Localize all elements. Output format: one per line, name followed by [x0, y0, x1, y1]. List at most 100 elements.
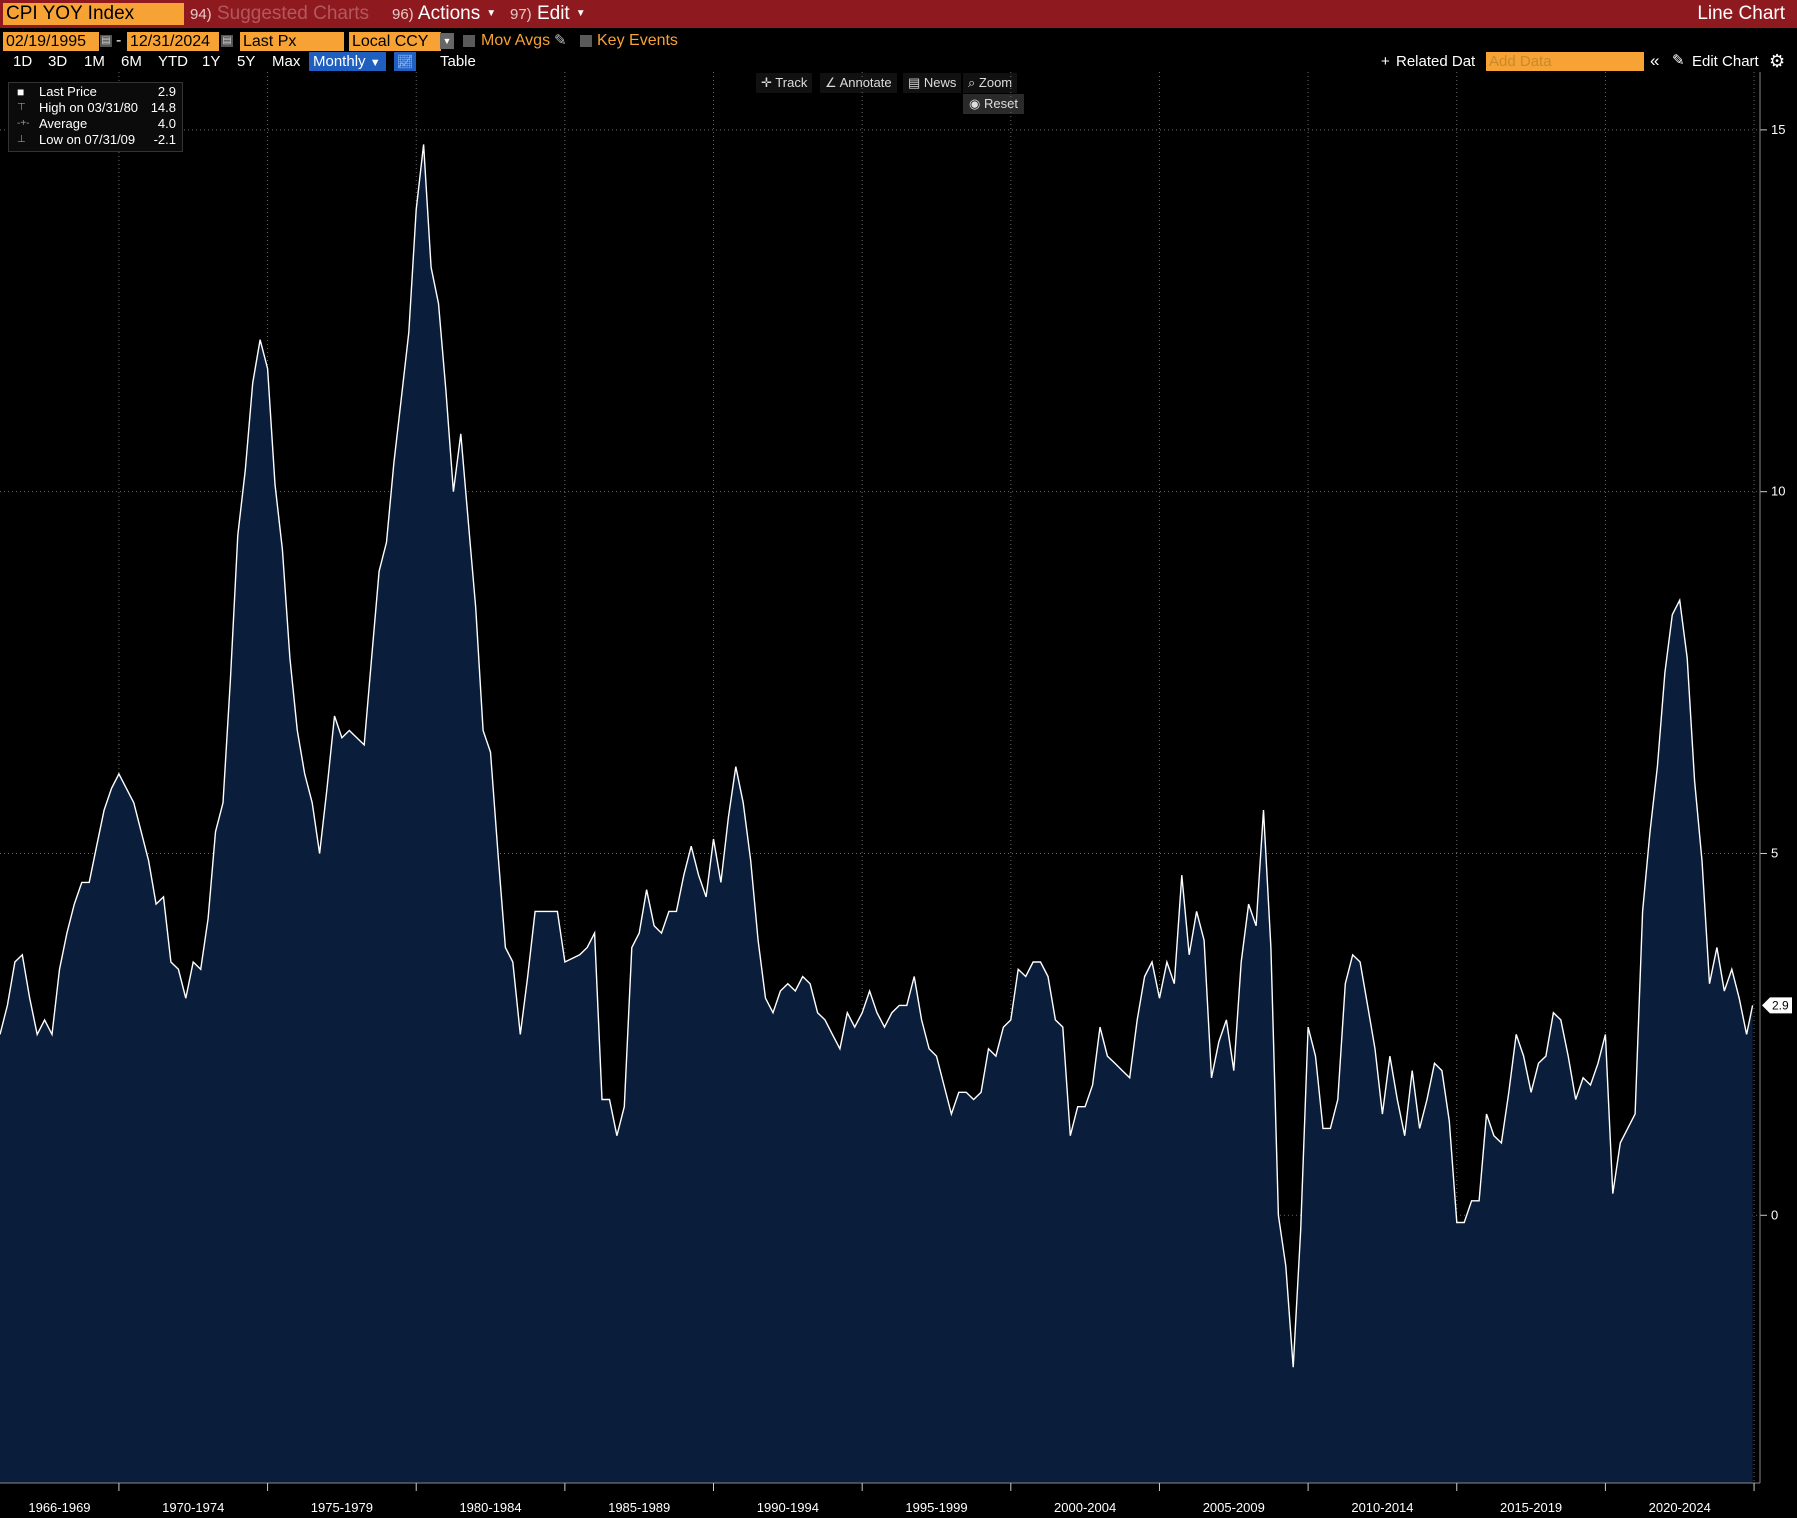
news-label: News [923, 75, 957, 90]
y-tick-label: 0 [1771, 1207, 1778, 1222]
mov-avgs-checkbox[interactable] [463, 35, 475, 47]
zoom-tool[interactable]: ⌕ Zoom [963, 73, 1018, 93]
line-chart-icon[interactable]: 📈︎ [394, 52, 416, 71]
add-data-input[interactable]: Add Data [1486, 52, 1644, 71]
chevron-down-icon: ▼ [486, 8, 497, 19]
edit-menu[interactable]: 97) Edit ▼ [510, 0, 586, 28]
security-field[interactable]: CPI YOY Index [3, 3, 184, 25]
chevron-down-icon: ▼ [575, 8, 586, 19]
actions-number: 96) [392, 6, 414, 24]
reset-button[interactable]: ◉ Reset [963, 94, 1024, 114]
legend-average-label: Average [39, 116, 88, 131]
legend-low-label: Low on 07/31/09 [39, 132, 136, 147]
magnifier-icon: ⌕ [968, 75, 976, 90]
x-tick-label: 2000-2004 [1054, 1500, 1116, 1515]
reset-label: Reset [983, 96, 1018, 111]
x-tick-label: 1990-1994 [757, 1500, 819, 1515]
chart-type-label: Line Chart [1697, 3, 1785, 24]
track-label: Track [775, 75, 808, 90]
chevron-down-icon: ▼ [369, 57, 381, 69]
calendar-icon[interactable]: ▤ [221, 35, 233, 47]
edit-number: 97) [510, 6, 532, 24]
related-data-button[interactable]: Related Dat [1396, 53, 1476, 70]
news-tool[interactable]: ▤ News [903, 73, 962, 93]
pencil-icon[interactable]: ✎ [554, 32, 567, 49]
key-events-label[interactable]: Key Events [597, 32, 678, 49]
suggested-charts-label: Suggested Charts [216, 3, 370, 24]
annotate-label: Annotate [839, 75, 892, 90]
high-marker-icon: ⊤ [17, 102, 26, 113]
radio-icon: ◉ [969, 96, 981, 111]
legend-last-value: 2.9 [157, 84, 176, 99]
x-tick-label: 1970-1974 [162, 1500, 224, 1515]
x-tick-label: 1995-1999 [905, 1500, 967, 1515]
x-tick-label: 1975-1979 [311, 1500, 373, 1515]
zoom-label: Zoom [978, 75, 1013, 90]
x-tick-label: 2020-2024 [1649, 1500, 1711, 1515]
legend-average-row: -+- Average 4.0 [9, 116, 182, 132]
suggested-charts-menu[interactable]: 94) Suggested Charts [190, 0, 369, 28]
legend-high-label: High on 03/31/80 [39, 100, 139, 115]
track-tool[interactable]: ✛ Track [756, 73, 813, 93]
edit-label: Edit [536, 3, 570, 25]
period-1y[interactable]: 1Y [202, 53, 221, 70]
chevron-down-icon[interactable]: ▼ [440, 33, 454, 49]
period-1d[interactable]: 1D [13, 53, 33, 70]
title-bar [0, 0, 1797, 28]
date-separator: - [116, 32, 122, 49]
gear-icon[interactable]: ⚙ [1769, 51, 1786, 71]
plus-icon[interactable]: + [1381, 53, 1390, 70]
x-tick-label: 2010-2014 [1351, 1500, 1413, 1515]
period-max[interactable]: Max [272, 53, 301, 70]
legend: ■ Last Price 2.9 ⊤ High on 03/31/80 14.8… [8, 82, 183, 152]
table-button[interactable]: Table [440, 53, 476, 70]
period-ytd[interactable]: YTD [158, 53, 188, 70]
legend-swatch: ■ [17, 85, 25, 99]
series-area-fill [0, 144, 1753, 1483]
end-date-input[interactable]: 12/31/2024 [127, 32, 219, 51]
legend-average-value: 4.0 [157, 116, 176, 131]
period-5y[interactable]: 5Y [237, 53, 256, 70]
low-marker-icon: ⊥ [17, 134, 26, 145]
legend-low-row: ⊥ Low on 07/31/09 -2.1 [9, 132, 182, 148]
actions-menu[interactable]: 96) Actions ▼ [392, 0, 496, 28]
y-tick-label: 5 [1771, 845, 1778, 860]
key-events-checkbox[interactable] [580, 35, 592, 47]
legend-high-value: 14.8 [150, 100, 176, 115]
y-axis: 0 5 10 15 [1759, 72, 1785, 1483]
period-1m[interactable]: 1M [84, 53, 105, 70]
series-line [0, 144, 1754, 1368]
legend-last-label: Last Price [39, 84, 97, 99]
suggested-charts-number: 94) [190, 6, 212, 23]
annotate-icon: ∠ [825, 75, 837, 90]
start-date-input[interactable]: 02/19/1995 [3, 32, 99, 51]
annotate-tool[interactable]: ∠ Annotate [820, 73, 897, 93]
crosshair-icon: ✛ [761, 75, 772, 90]
frequency-label: Monthly [313, 53, 366, 70]
x-tick-label: 2015-2019 [1500, 1500, 1562, 1515]
legend-low-value: -2.1 [153, 132, 176, 147]
frequency-select[interactable]: Monthly ▼ [309, 52, 386, 71]
x-tick-label: 1966-1969 [28, 1500, 90, 1515]
last-value-tag [1762, 997, 1792, 1014]
pencil-icon[interactable]: ✎ [1672, 52, 1685, 69]
last-value-marker: 2.9 [1762, 997, 1792, 1014]
mov-avgs-label[interactable]: Mov Avgs [481, 32, 551, 49]
currency-select[interactable]: Local CCY [349, 32, 441, 51]
y-tick-label: 15 [1771, 122, 1785, 137]
edit-chart-button[interactable]: Edit Chart [1692, 53, 1759, 70]
legend-last-row: ■ Last Price 2.9 [9, 84, 182, 100]
calendar-icon[interactable]: ▤ [100, 35, 112, 47]
x-tick-label: 2005-2009 [1203, 1500, 1265, 1515]
price-field-select[interactable]: Last Px [240, 32, 344, 51]
collapse-icon[interactable]: « [1650, 51, 1660, 70]
period-3d[interactable]: 3D [48, 53, 68, 70]
last-value-label: 2.9 [1772, 998, 1789, 1012]
period-6m[interactable]: 6M [121, 53, 142, 70]
x-tick-label: 1980-1984 [459, 1500, 521, 1515]
average-marker-icon: -+- [17, 118, 30, 129]
news-icon: ▤ [908, 75, 921, 90]
x-tick-label: 1985-1989 [608, 1500, 670, 1515]
y-tick-label: 10 [1771, 484, 1785, 499]
